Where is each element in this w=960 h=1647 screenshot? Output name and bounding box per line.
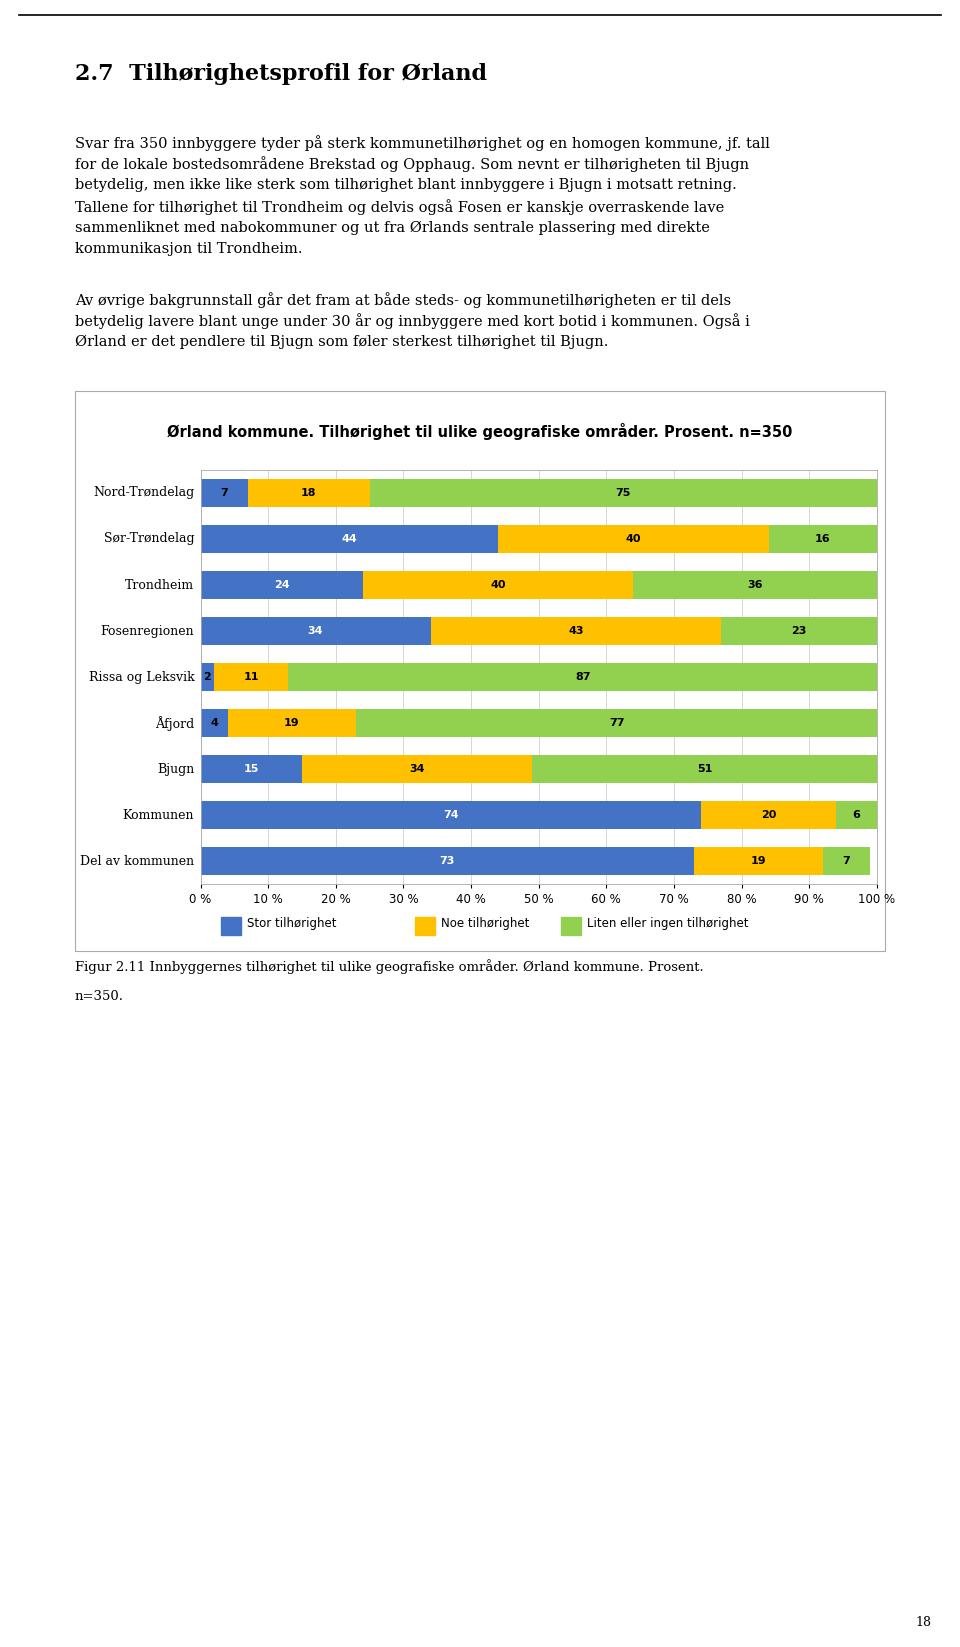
Bar	[201, 479, 248, 507]
Text: 2: 2	[204, 672, 211, 682]
Text: n=350.: n=350.	[75, 990, 124, 1003]
Text: kommunikasjon til Trondheim.: kommunikasjon til Trondheim.	[75, 242, 302, 257]
Bar	[201, 848, 694, 875]
Bar	[363, 572, 634, 600]
Text: 87: 87	[575, 672, 590, 682]
Bar	[836, 802, 876, 828]
Bar	[201, 618, 430, 646]
Text: Ørland er det pendlere til Bjugn som føler sterkest tilhørighet til Bjugn.: Ørland er det pendlere til Bjugn som føl…	[75, 334, 609, 349]
Text: 24: 24	[274, 580, 290, 590]
Text: 18: 18	[301, 488, 317, 497]
Text: 6: 6	[852, 810, 860, 820]
Bar	[721, 618, 876, 646]
Bar	[221, 917, 241, 935]
Bar	[201, 572, 363, 600]
Text: 74: 74	[443, 810, 459, 820]
Bar	[228, 710, 356, 736]
Text: 16: 16	[815, 534, 830, 544]
Bar	[201, 802, 701, 828]
Text: betydelig, men ikke like sterk som tilhørighet blant innbyggere i Bjugn i motsat: betydelig, men ikke like sterk som tilhø…	[75, 178, 736, 193]
Text: 40: 40	[626, 534, 641, 544]
Bar	[694, 848, 823, 875]
Text: Stor tilhørighet: Stor tilhørighet	[247, 917, 336, 931]
Bar	[769, 525, 876, 553]
Text: 40: 40	[491, 580, 506, 590]
Text: 7: 7	[221, 488, 228, 497]
Text: 7: 7	[843, 856, 851, 866]
Text: 34: 34	[308, 626, 324, 636]
Bar	[201, 756, 302, 782]
Text: 11: 11	[244, 672, 259, 682]
Text: 73: 73	[440, 856, 455, 866]
Bar	[302, 756, 532, 782]
Text: Noe tilhørighet: Noe tilhørighet	[441, 917, 530, 931]
Text: 18: 18	[916, 1616, 931, 1629]
Text: sammenliknet med nabokommuner og ut fra Ørlands sentrale plassering med direkte: sammenliknet med nabokommuner og ut fra …	[75, 221, 709, 236]
Text: 15: 15	[244, 764, 259, 774]
Text: Bjugn: Bjugn	[157, 763, 194, 776]
Bar	[201, 525, 498, 553]
Text: Rissa og Leksvik: Rissa og Leksvik	[88, 670, 194, 684]
Text: 44: 44	[342, 534, 357, 544]
Text: 2.7  Tilhørighetsprofil for Ørland: 2.7 Tilhørighetsprofil for Ørland	[75, 63, 487, 86]
Text: Åfjord: Åfjord	[155, 716, 194, 731]
Text: 4: 4	[210, 718, 218, 728]
Bar	[201, 664, 214, 690]
Text: Fosenregionen: Fosenregionen	[101, 624, 194, 637]
Text: Av øvrige bakgrunnstall går det fram at både steds- og kommunetilhørigheten er t: Av øvrige bakgrunnstall går det fram at …	[75, 292, 732, 308]
Text: Tallene for tilhørighet til Trondheim og delvis også Fosen er kanskje overrasken: Tallene for tilhørighet til Trondheim og…	[75, 199, 724, 216]
Text: Kommunen: Kommunen	[123, 809, 194, 822]
Text: 36: 36	[748, 580, 763, 590]
Bar	[634, 572, 876, 600]
Bar	[356, 710, 876, 736]
Bar	[248, 479, 370, 507]
Text: 51: 51	[697, 764, 712, 774]
Text: 19: 19	[284, 718, 300, 728]
Text: 23: 23	[791, 626, 806, 636]
Bar	[370, 479, 876, 507]
Bar	[288, 664, 876, 690]
Text: Svar fra 350 innbyggere tyder på sterk kommunetilhørighet og en homogen kommune,: Svar fra 350 innbyggere tyder på sterk k…	[75, 135, 770, 152]
Text: 75: 75	[615, 488, 631, 497]
Text: Sør-Trøndelag: Sør-Trøndelag	[104, 532, 194, 545]
Text: Figur 2.11 Innbyggernes tilhørighet til ulike geografiske områder. Ørland kommun: Figur 2.11 Innbyggernes tilhørighet til …	[75, 960, 704, 975]
Text: 19: 19	[751, 856, 766, 866]
Bar	[415, 917, 436, 935]
Text: Trondheim: Trondheim	[125, 578, 194, 591]
Text: 20: 20	[761, 810, 777, 820]
Text: Del av kommunen: Del av kommunen	[80, 855, 194, 868]
Bar	[701, 802, 836, 828]
Text: 34: 34	[409, 764, 424, 774]
Bar	[561, 917, 581, 935]
Text: betydelig lavere blant unge under 30 år og innbyggere med kort botid i kommunen.: betydelig lavere blant unge under 30 år …	[75, 313, 750, 329]
Bar	[532, 756, 876, 782]
Text: for de lokale bostedsområdene Brekstad og Opphaug. Som nevnt er tilhørigheten ti: for de lokale bostedsområdene Brekstad o…	[75, 156, 749, 173]
Text: Nord-Trøndelag: Nord-Trøndelag	[93, 486, 194, 499]
Bar	[214, 664, 288, 690]
Bar	[430, 618, 721, 646]
Bar	[823, 848, 870, 875]
Text: 43: 43	[568, 626, 584, 636]
Text: Liten eller ingen tilhørighet: Liten eller ingen tilhørighet	[587, 917, 749, 931]
Text: Ørland kommune. Tilhørighet til ulike geografiske områder. Prosent. n=350: Ørland kommune. Tilhørighet til ulike ge…	[167, 423, 793, 440]
Text: 77: 77	[609, 718, 624, 728]
Bar	[201, 710, 228, 736]
Bar	[498, 525, 769, 553]
